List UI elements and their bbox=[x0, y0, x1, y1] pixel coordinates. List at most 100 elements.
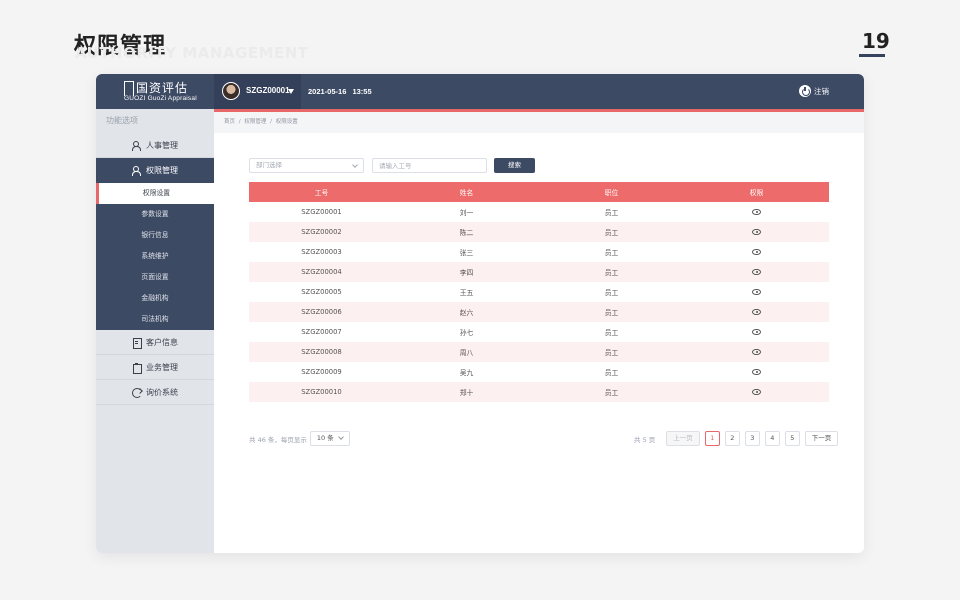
eye-icon[interactable] bbox=[752, 349, 761, 355]
breadcrumb-home[interactable]: 首页 bbox=[224, 119, 236, 125]
eye-icon[interactable] bbox=[752, 229, 761, 235]
sidebar-item-hr[interactable]: 人事管理 bbox=[96, 133, 214, 158]
logout-button[interactable]: 注销 bbox=[799, 84, 829, 98]
cell-permission bbox=[684, 222, 829, 242]
page-button-4[interactable]: 4 bbox=[764, 431, 780, 446]
cell-id: SZGZ00007 bbox=[301, 328, 342, 336]
column-header-name: 姓名 bbox=[459, 189, 474, 197]
permissions-submenu: 权限设置 参数设置 银行信息 系统维护 页面设置 金融机构 司法机构 bbox=[96, 183, 214, 330]
sidebar-item-business[interactable]: 业务管理 bbox=[96, 355, 214, 380]
eye-icon[interactable] bbox=[752, 249, 761, 255]
sidebar-item-customers[interactable]: 客户信息 bbox=[96, 330, 214, 355]
cell-position: 员工 bbox=[604, 389, 619, 397]
datetime: 2021-05-16 13:55 bbox=[308, 87, 372, 96]
cell-id: SZGZ00010 bbox=[301, 388, 342, 396]
cell-id: SZGZ00005 bbox=[301, 288, 342, 296]
submenu-item-bank-info[interactable]: 银行信息 bbox=[141, 231, 169, 239]
submenu-item-page-settings[interactable]: 页面设置 bbox=[141, 273, 169, 281]
sidebar-item-label: 询价系统 bbox=[146, 387, 178, 397]
eye-icon[interactable] bbox=[752, 369, 761, 375]
cell-id: SZGZ00002 bbox=[301, 228, 342, 236]
caret-down-icon bbox=[288, 89, 294, 94]
eye-icon[interactable] bbox=[752, 289, 761, 295]
cell-permission bbox=[684, 282, 829, 302]
table-header: 工号 姓名 职位 权限 bbox=[249, 182, 829, 202]
page-number-underline bbox=[859, 54, 885, 57]
department-select[interactable]: 部门选择 bbox=[249, 158, 364, 173]
people-icon bbox=[132, 166, 142, 176]
table-row: SZGZ00006 赵六 员工 bbox=[249, 302, 829, 322]
cell-name: 王五 bbox=[459, 289, 474, 297]
cell-name: 孙七 bbox=[459, 329, 474, 337]
cell-id: SZGZ00001 bbox=[301, 208, 342, 216]
page-button-2[interactable]: 2 bbox=[724, 431, 740, 446]
cell-position: 员工 bbox=[604, 309, 619, 317]
cell-name: 张三 bbox=[459, 249, 474, 257]
header-accent-line bbox=[214, 109, 864, 112]
table-row: SZGZ00008 周八 员工 bbox=[249, 342, 829, 362]
submenu-item-parameter-settings[interactable]: 参数设置 bbox=[141, 210, 169, 218]
search-button[interactable]: 搜索 bbox=[494, 158, 535, 173]
column-header-permission: 权限 bbox=[749, 189, 764, 197]
table-body: SZGZ00001 刘一 员工 SZGZ00002 陈二 员工 SZGZ0000… bbox=[249, 202, 829, 402]
cell-name: 郑十 bbox=[459, 389, 474, 397]
sidebar-item-label: 业务管理 bbox=[146, 362, 178, 372]
table-row: SZGZ00004 李四 员工 bbox=[249, 262, 829, 282]
user-menu[interactable]: SZGZ00001 bbox=[214, 74, 301, 109]
sidebar-item-permissions[interactable]: 权限管理 bbox=[96, 158, 214, 183]
cell-id: SZGZ00004 bbox=[301, 268, 342, 276]
sidebar-item-inquiry[interactable]: 询价系统 bbox=[96, 380, 214, 405]
cell-permission bbox=[684, 262, 829, 282]
eye-icon[interactable] bbox=[752, 389, 761, 395]
clipboard-icon bbox=[132, 362, 142, 374]
cell-permission bbox=[684, 242, 829, 262]
logo[interactable]: 国资评估 GUOZI GuoZi Appraisal bbox=[96, 74, 214, 109]
prev-page-button[interactable]: 上一页 bbox=[666, 431, 700, 446]
page-size-select[interactable]: 10 条 bbox=[309, 431, 350, 446]
column-header-id: 工号 bbox=[314, 189, 329, 197]
cell-id: SZGZ00003 bbox=[301, 248, 342, 256]
cell-permission bbox=[684, 302, 829, 322]
cell-position: 员工 bbox=[604, 269, 619, 277]
eye-icon[interactable] bbox=[752, 309, 761, 315]
eye-icon[interactable] bbox=[752, 209, 761, 215]
submenu-item-permission-settings[interactable]: 权限设置 bbox=[96, 183, 214, 204]
page-button-3[interactable]: 3 bbox=[744, 431, 760, 446]
breadcrumb-separator: / bbox=[270, 119, 272, 125]
next-page-button[interactable]: 下一页 bbox=[804, 431, 839, 446]
cell-name: 吴九 bbox=[459, 369, 474, 377]
cell-position: 员工 bbox=[604, 349, 619, 357]
cell-permission bbox=[684, 322, 829, 342]
date: 2021-05-16 bbox=[308, 87, 347, 96]
cell-position: 员工 bbox=[604, 289, 619, 297]
submenu-item-system-maintenance[interactable]: 系统维护 bbox=[141, 252, 169, 260]
cell-id: SZGZ00008 bbox=[301, 348, 342, 356]
cell-permission bbox=[684, 362, 829, 382]
cell-position: 员工 bbox=[604, 209, 619, 217]
page-size-value: 10 条 bbox=[316, 434, 334, 442]
submenu-item-financial-institutions[interactable]: 金融机构 bbox=[141, 294, 169, 302]
slide-title: 权限管理 bbox=[74, 34, 167, 59]
people-icon bbox=[132, 140, 142, 151]
chevron-down-icon bbox=[352, 162, 358, 168]
cell-position: 员工 bbox=[604, 369, 619, 377]
logout-label: 注销 bbox=[814, 86, 829, 96]
eye-icon[interactable] bbox=[752, 269, 761, 275]
power-icon bbox=[799, 85, 811, 97]
employee-id-input[interactable] bbox=[372, 158, 487, 173]
cell-id: SZGZ00009 bbox=[301, 368, 342, 376]
page-button-1[interactable]: 1 bbox=[704, 431, 720, 446]
permissions-table: 工号 姓名 职位 权限 SZGZ00001 刘一 员工 SZGZ00002 陈二… bbox=[249, 182, 829, 402]
page-button-5[interactable]: 5 bbox=[784, 431, 800, 446]
logo-english: GUOZI GuoZi Appraisal bbox=[124, 95, 197, 102]
column-header-position: 职位 bbox=[604, 189, 619, 197]
breadcrumb-permissions[interactable]: 权限管理 bbox=[244, 119, 267, 125]
eye-icon[interactable] bbox=[752, 329, 761, 335]
doc-icon bbox=[132, 337, 142, 349]
cell-name: 刘一 bbox=[459, 209, 474, 217]
table-row: SZGZ00009 吴九 员工 bbox=[249, 362, 829, 382]
submenu-item-judicial-institutions[interactable]: 司法机构 bbox=[141, 315, 169, 323]
cell-position: 员工 bbox=[604, 329, 619, 337]
table-row: SZGZ00003 张三 员工 bbox=[249, 242, 829, 262]
cell-name: 周八 bbox=[459, 349, 474, 357]
